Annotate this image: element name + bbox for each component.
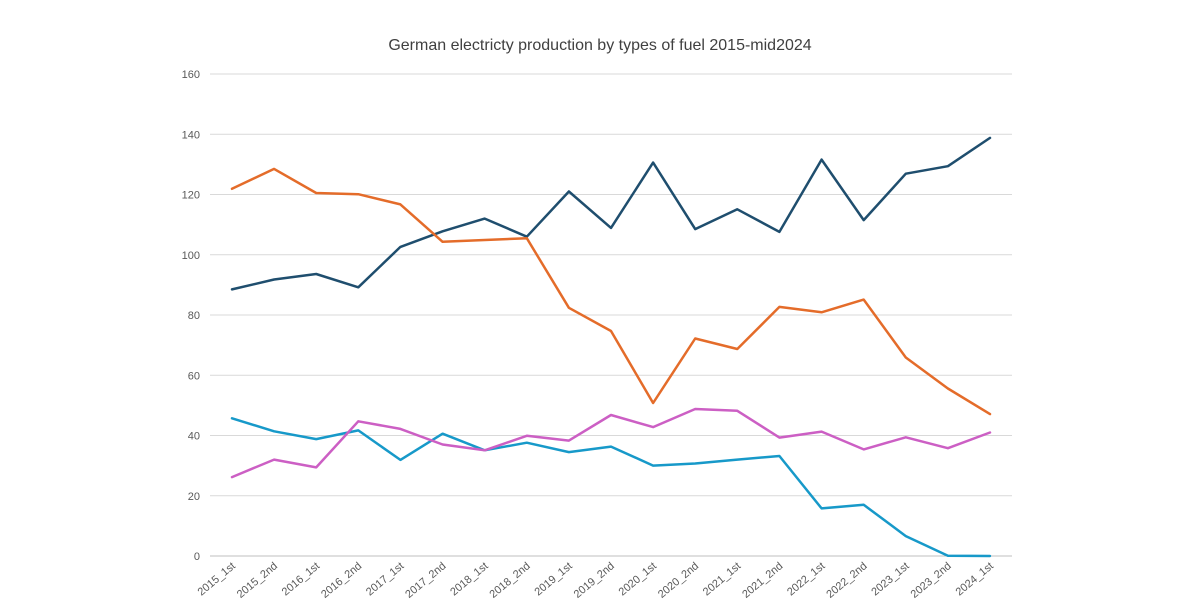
y-tick-label: 140 [182, 129, 200, 141]
x-tick-label: 2021_1st [701, 560, 743, 598]
x-tick-label: 2017_2nd [403, 560, 448, 600]
x-tick-label: 2024_1st [954, 560, 996, 598]
gridlines [210, 73, 1012, 557]
y-tick-label: 40 [188, 431, 200, 443]
series-line-1 [230, 136, 992, 291]
x-tick-label: 2018_2nd [487, 560, 532, 600]
x-tick-label: 2017_1st [364, 560, 406, 598]
y-tick-label: 120 [182, 190, 200, 202]
x-tick-label: 2020_2nd [656, 560, 701, 600]
chart-title: German electricty production by types of… [388, 37, 812, 54]
x-tick-label: 2022_2nd [824, 560, 869, 600]
x-tick-label: 2022_1st [785, 560, 827, 598]
y-tick-label: 20 [188, 491, 200, 503]
y-tick-label: 0 [194, 551, 200, 563]
y-tick-label: 60 [188, 370, 200, 382]
x-tick-label: 2016_2nd [319, 560, 364, 600]
y-tick-label: 100 [182, 250, 200, 262]
x-tick-label: 2016_1st [280, 560, 322, 598]
x-tick-label: 2019_2nd [572, 560, 617, 600]
x-tick-label: 2023_1st [869, 560, 911, 598]
y-axis: 0 20 40 60 80 100 120 140 160 [182, 69, 200, 563]
y-tick-label: 160 [182, 69, 200, 81]
series-line-2 [230, 167, 992, 416]
series-line-4 [230, 407, 992, 479]
x-tick-label: 2015_1st [196, 560, 238, 598]
series-line-3 [230, 417, 992, 558]
x-tick-label: 2021_2nd [740, 560, 785, 600]
y-tick-label: 80 [188, 310, 200, 322]
x-tick-label: 2023_2nd [909, 560, 954, 600]
series-lines [230, 136, 992, 558]
x-tick-label: 2019_1st [532, 560, 574, 598]
x-tick-label: 2015_2nd [235, 560, 280, 600]
x-tick-label: 2018_1st [448, 560, 490, 598]
x-tick-label: 2020_1st [617, 560, 659, 598]
